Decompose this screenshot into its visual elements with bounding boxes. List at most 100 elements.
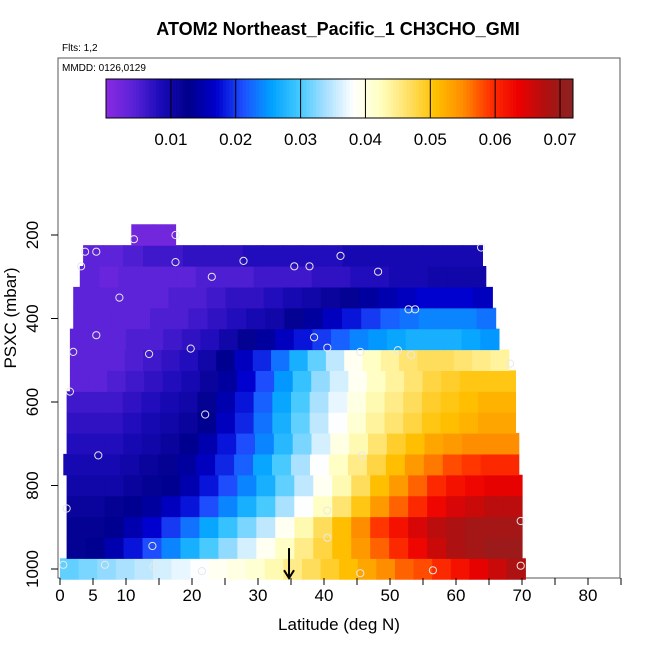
heatmap-cell [408, 474, 428, 497]
heatmap-cell [190, 558, 210, 580]
heatmap-cell [256, 516, 276, 538]
heatmap-cell [351, 495, 371, 518]
heatmap-cell [302, 245, 324, 267]
sample-point [115, 293, 124, 302]
heatmap-cell [403, 391, 423, 413]
heatmap-cell [160, 412, 180, 434]
heatmap-cell [350, 266, 371, 288]
heatmap-cell [144, 328, 164, 351]
heatmap-cell [469, 558, 489, 580]
colorbar-swatch [132, 79, 137, 118]
heatmap-cell [465, 537, 485, 559]
heatmap-cell [446, 474, 466, 497]
heatmap-cell [459, 391, 479, 413]
heatmap-cell [79, 266, 100, 288]
heatmap-cell [459, 412, 479, 434]
sample-point [197, 567, 206, 576]
colorbar-swatch [332, 79, 337, 118]
heatmap-cell [330, 433, 350, 455]
y-tick-label: 400 [23, 304, 42, 332]
heatmap-cell [85, 537, 106, 559]
heatmap-cell [385, 370, 405, 392]
heatmap-cell [216, 349, 236, 371]
heatmap-cell [478, 391, 498, 413]
colorbar-swatch [362, 79, 367, 118]
sample-point [145, 349, 154, 359]
heatmap-cell [435, 349, 455, 371]
heatmap-cell [332, 516, 352, 538]
heatmap-cell [421, 391, 442, 413]
heatmap-cell [63, 453, 83, 476]
heatmap-cell [478, 412, 498, 434]
colorbar-swatch [459, 79, 464, 118]
x-tick-label: 30 [249, 586, 268, 605]
heatmap-cell [161, 537, 182, 559]
colorbar-swatch [399, 79, 404, 118]
heatmap-cell [123, 433, 143, 455]
heatmap-cell [496, 412, 516, 434]
heatmap-cell [199, 370, 219, 392]
heatmap-cell [291, 391, 311, 413]
colorbar-swatch [319, 79, 324, 118]
colorbar-swatch [256, 79, 260, 118]
colorbar-swatch [496, 79, 501, 118]
colorbar-swatch [249, 79, 254, 118]
heatmap-cell [200, 328, 220, 351]
x-tick-label: 60 [447, 586, 466, 605]
heatmap-cell [66, 516, 87, 538]
heatmap-cell [435, 286, 455, 309]
colorbar-swatch [166, 79, 170, 118]
heatmap-cell [188, 307, 209, 330]
heatmap-cell [362, 245, 384, 267]
heatmap-cell [417, 349, 437, 371]
y-tick-label: 600 [23, 388, 42, 416]
heatmap-cell [202, 245, 224, 267]
heatmap-cell [418, 307, 439, 330]
heatmap-cell [66, 412, 86, 434]
heatmap-cell [246, 558, 266, 580]
heatmap-cell [351, 474, 371, 497]
colorbar-swatch [259, 79, 264, 118]
heatmap-cell [496, 391, 516, 413]
heatmap-cell [480, 328, 500, 351]
heatmap-cell [313, 474, 333, 497]
sample-point [374, 267, 383, 276]
heatmap-cell [480, 453, 501, 476]
y-tick-label: 200 [23, 221, 42, 249]
heatmap-cell [197, 391, 217, 413]
colorbar-swatch [566, 79, 571, 118]
heatmap-cell [256, 328, 276, 351]
sample-point [171, 258, 180, 267]
heatmap-cell [408, 516, 428, 538]
colorbar-swatch [376, 79, 381, 118]
colorbar-tick-label: 0.01 [154, 130, 187, 149]
colorbar-swatch [512, 79, 517, 118]
heatmap-cell [130, 286, 150, 309]
heatmap-cell [265, 307, 285, 330]
heatmap-cell [123, 537, 144, 559]
heatmap-cell [139, 453, 159, 476]
heatmap-cell [256, 537, 276, 559]
colorbar-swatch [569, 79, 574, 118]
colorbar-swatch [529, 79, 534, 118]
heatmap-cell [313, 495, 333, 518]
colorbar-swatch [526, 79, 531, 118]
colorbar-swatch [172, 79, 177, 118]
colorbar-tick-label: 0.07 [543, 130, 576, 149]
heatmap-cell [246, 307, 266, 330]
heatmap-cell [284, 307, 305, 330]
colorbar-swatch [506, 79, 511, 118]
heatmap-cell [104, 495, 125, 518]
heatmap-cell [218, 537, 238, 559]
colorbar-swatch [226, 79, 230, 118]
heatmap-cell [311, 370, 331, 392]
colorbar-swatch [232, 79, 237, 118]
heatmap-cell [161, 349, 181, 371]
colorbar-swatch [296, 79, 300, 118]
colorbar-swatch [212, 79, 217, 118]
heatmap-cell [347, 453, 368, 476]
heatmap-cell [111, 286, 131, 309]
colorbar-swatch [422, 79, 427, 118]
colorbar-swatch [499, 79, 504, 118]
heatmap-cell [351, 537, 371, 559]
